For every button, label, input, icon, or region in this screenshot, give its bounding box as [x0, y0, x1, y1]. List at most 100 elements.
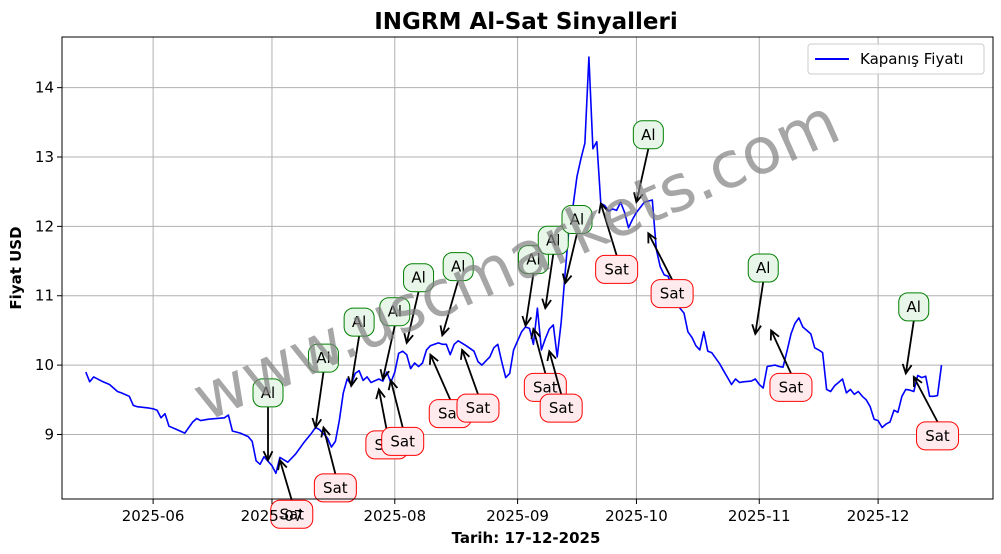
signal-arrow: [405, 291, 420, 344]
signal-label-box: [561, 204, 593, 234]
signal-arrowhead: [311, 417, 323, 430]
signal-label-box: [403, 263, 435, 293]
signal-label: Sat: [438, 405, 463, 423]
signal-arrow: [382, 325, 396, 380]
signal-label-box: [313, 473, 357, 503]
sell-signal: Sat: [769, 328, 813, 402]
signal-label-box: [537, 225, 569, 255]
y-tick-label: 13: [35, 148, 54, 166]
signal-arrowhead: [387, 378, 399, 391]
signal-label-box: [381, 426, 425, 456]
x-tick-label: 2025-06: [122, 507, 185, 525]
grid: [62, 37, 993, 499]
y-tick-label: 9: [44, 425, 54, 443]
x-tick-label: 2025-09: [486, 507, 549, 525]
x-tick-label: 2025-10: [605, 507, 668, 525]
y-tick-label: 10: [35, 356, 54, 374]
signal-arrow: [912, 376, 939, 423]
chart-title: INGRM Al-Sat Sinyalleri: [374, 9, 678, 35]
y-axis-label: Fiyat USD: [7, 226, 25, 309]
signal-arrow: [564, 233, 578, 284]
y-tick-label: 11: [35, 287, 54, 305]
signal-label: Al: [451, 258, 465, 276]
sell-signal: Sat: [270, 458, 314, 529]
signal-label-box: [252, 378, 284, 408]
signal-label-box: [650, 279, 694, 309]
signal-arrow: [441, 280, 460, 336]
signal-arrowhead: [277, 458, 288, 471]
sell-signal: Sat: [456, 348, 500, 423]
signal-label: Al: [526, 251, 540, 269]
signal-arrow: [904, 320, 915, 374]
signal-arrow: [350, 335, 361, 387]
sell-signal: Sat: [539, 349, 583, 423]
signal-arrow: [314, 372, 325, 428]
buy-signal: Al: [343, 307, 375, 388]
signal-label: Sat: [390, 432, 415, 450]
price-line: [85, 56, 943, 475]
signal-arrow: [532, 328, 547, 374]
signal-label: Al: [907, 298, 921, 316]
signal-arrowhead: [912, 375, 923, 388]
legend-label: Kapanış Fiyatı: [860, 50, 964, 68]
signal-label: Sat: [533, 378, 558, 396]
signal-arrow: [635, 148, 650, 203]
signal-arrow: [647, 232, 673, 281]
signal-label-box: [442, 252, 474, 282]
signal-label: Sat: [779, 378, 804, 396]
buy-signal: Al: [561, 204, 593, 286]
plot-frame: [61, 36, 994, 500]
signal-arrowhead: [347, 376, 358, 388]
buy-signal: Al: [517, 245, 549, 328]
signal-label: Al: [261, 384, 275, 402]
signal-arrow: [279, 459, 293, 501]
buy-signal: Al: [307, 343, 339, 430]
signal-label: Al: [570, 210, 584, 228]
signal-label-box: [517, 245, 549, 275]
buy-signal: Al: [403, 263, 435, 345]
signal-arrowhead: [546, 349, 557, 362]
signal-label-box: [270, 499, 314, 529]
signal-label: Sat: [466, 399, 491, 417]
sell-signal: Sat: [381, 378, 425, 456]
signal-label-box: [539, 393, 583, 423]
signal-label-box: [916, 421, 960, 451]
sell-signal: Sat: [647, 231, 694, 309]
signal-label: Sat: [549, 399, 574, 417]
signal-arrowhead: [541, 298, 552, 311]
sell-signal: Sat: [595, 201, 639, 284]
signal-label: Al: [641, 126, 655, 144]
buy-signal: Al: [747, 253, 779, 336]
signal-arrowhead: [262, 450, 274, 463]
signal-arrowhead: [460, 348, 471, 360]
signal-label: Sat: [279, 505, 304, 523]
y-tick-label: 14: [35, 79, 54, 97]
signal-arrowhead: [769, 328, 780, 341]
signal-arrow: [754, 281, 765, 335]
x-tick-label: 2025-07: [241, 507, 304, 525]
signal-arrow: [389, 380, 404, 428]
y-tick-label: 12: [35, 217, 54, 235]
signal-label-box: [379, 297, 411, 327]
signal-arrow: [770, 330, 792, 374]
signal-label: Al: [411, 269, 425, 287]
signal-arrowhead: [429, 352, 439, 365]
signal-arrowhead: [647, 231, 657, 244]
signal-arrowhead: [439, 325, 450, 338]
signal-label: Sat: [660, 285, 685, 303]
signal-label-box: [769, 372, 813, 402]
signal-label: Al: [352, 313, 366, 331]
signal-label: Sat: [323, 479, 348, 497]
signal-label-box: [456, 393, 500, 423]
buy-signal: Al: [537, 225, 569, 311]
signal-arrowhead: [751, 324, 762, 336]
signal-label-box: [343, 307, 375, 337]
x-axis-label: Tarih: 17-12-2025: [452, 529, 601, 547]
buy-signal: Al: [439, 252, 474, 338]
signal-label-box: [898, 292, 930, 322]
signal-arrow: [599, 203, 618, 256]
series-layer: [85, 56, 943, 475]
signal-arrowhead: [530, 327, 541, 340]
